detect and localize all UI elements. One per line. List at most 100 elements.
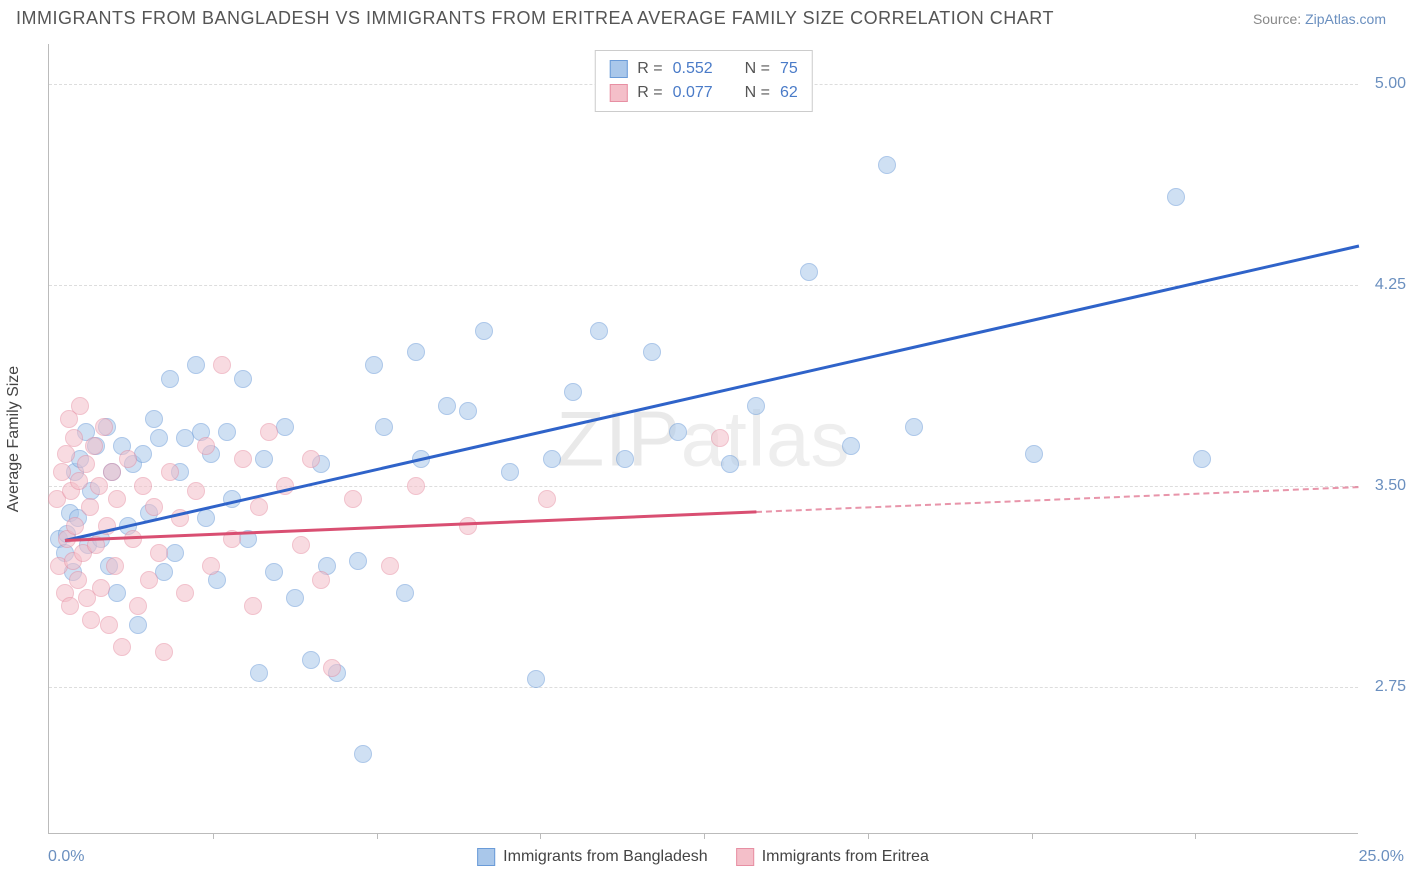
data-point-series-2 — [92, 579, 110, 597]
data-point-series-1 — [501, 463, 519, 481]
stat-R-value: 0.552 — [673, 57, 735, 81]
data-point-series-1 — [616, 450, 634, 468]
legend-item-series-2: Immigrants from Eritrea — [736, 848, 929, 866]
data-point-series-2 — [134, 477, 152, 495]
x-tick — [868, 833, 869, 839]
data-point-series-1 — [145, 410, 163, 428]
data-point-series-2 — [103, 463, 121, 481]
data-point-series-2 — [69, 571, 87, 589]
plot-area: ZIPatlas 2.753.504.255.00R =0.552N =75R … — [48, 44, 1358, 834]
data-point-series-1 — [150, 429, 168, 447]
data-point-series-2 — [65, 429, 83, 447]
source-label: Source: — [1253, 11, 1301, 27]
data-point-series-1 — [250, 664, 268, 682]
data-point-series-1 — [800, 263, 818, 281]
stats-legend-box: R = 0.552 N = 75R = 0.077 N = 62 — [594, 50, 812, 112]
data-point-series-1 — [218, 423, 236, 441]
y-axis-title: Average Family Size — [5, 366, 23, 512]
data-point-series-2 — [90, 477, 108, 495]
x-axis-min-label: 0.0% — [48, 848, 84, 866]
source-attribution: Source: ZipAtlas.com — [1253, 11, 1386, 27]
data-point-series-2 — [312, 571, 330, 589]
data-point-series-1 — [129, 616, 147, 634]
data-point-series-2 — [140, 571, 158, 589]
data-point-series-1 — [234, 370, 252, 388]
stat-R-value: 0.077 — [673, 81, 735, 105]
data-point-series-2 — [407, 477, 425, 495]
data-point-series-2 — [161, 463, 179, 481]
data-point-series-2 — [244, 597, 262, 615]
data-point-series-2 — [81, 498, 99, 516]
x-axis-max-label: 25.0% — [1359, 848, 1404, 866]
y-tick-label: 2.75 — [1364, 678, 1406, 696]
data-point-series-2 — [145, 498, 163, 516]
data-point-series-2 — [213, 356, 231, 374]
data-point-series-2 — [459, 517, 477, 535]
stat-R-label: R = — [637, 57, 662, 81]
data-point-series-2 — [197, 437, 215, 455]
legend-label-series-1: Immigrants from Bangladesh — [503, 848, 708, 866]
data-point-series-1 — [590, 322, 608, 340]
stat-N-label: N = — [745, 57, 770, 81]
y-tick-label: 3.50 — [1364, 477, 1406, 495]
data-point-series-2 — [108, 490, 126, 508]
x-tick — [377, 833, 378, 839]
data-point-series-1 — [543, 450, 561, 468]
watermark: ZIPatlas — [556, 393, 850, 484]
data-point-series-1 — [108, 584, 126, 602]
x-tick — [1195, 833, 1196, 839]
data-point-series-2 — [323, 659, 341, 677]
data-point-series-1 — [1025, 445, 1043, 463]
data-point-series-2 — [150, 544, 168, 562]
gridline — [49, 687, 1358, 688]
chart-container: Average Family Size ZIPatlas 2.753.504.2… — [48, 44, 1358, 834]
data-point-series-2 — [100, 616, 118, 634]
data-point-series-1 — [265, 563, 283, 581]
data-point-series-1 — [475, 322, 493, 340]
stat-N-value: 75 — [780, 57, 798, 81]
swatch-series-1 — [609, 60, 627, 78]
swatch-series-2 — [736, 848, 754, 866]
y-tick-label: 5.00 — [1364, 75, 1406, 93]
data-point-series-1 — [407, 343, 425, 361]
data-point-series-1 — [905, 418, 923, 436]
data-point-series-1 — [643, 343, 661, 361]
data-point-series-1 — [459, 402, 477, 420]
data-point-series-1 — [1193, 450, 1211, 468]
swatch-series-1 — [477, 848, 495, 866]
data-point-series-1 — [365, 356, 383, 374]
x-tick — [213, 833, 214, 839]
data-point-series-2 — [77, 455, 95, 473]
data-point-series-2 — [71, 397, 89, 415]
stats-row-series-2: R =0.077N =62 — [609, 81, 797, 105]
data-point-series-1 — [349, 552, 367, 570]
data-point-series-2 — [106, 557, 124, 575]
stats-row-series-1: R = 0.552 N = 75 — [609, 57, 797, 81]
data-point-series-1 — [187, 356, 205, 374]
gridline — [49, 486, 1358, 487]
y-tick-label: 4.25 — [1364, 276, 1406, 294]
data-point-series-2 — [53, 463, 71, 481]
source-link[interactable]: ZipAtlas.com — [1305, 11, 1386, 27]
data-point-series-1 — [396, 584, 414, 602]
data-point-series-2 — [292, 536, 310, 554]
data-point-series-1 — [354, 745, 372, 763]
bottom-legend: Immigrants from Bangladesh Immigrants fr… — [477, 848, 929, 866]
data-point-series-2 — [155, 643, 173, 661]
swatch-series-2 — [609, 84, 627, 102]
data-point-series-2 — [70, 472, 88, 490]
stat-N-label: N = — [745, 81, 770, 105]
data-point-series-2 — [234, 450, 252, 468]
x-tick — [704, 833, 705, 839]
legend-label-series-2: Immigrants from Eritrea — [762, 848, 929, 866]
stat-N-value: 62 — [780, 81, 798, 105]
data-point-series-2 — [711, 429, 729, 447]
data-point-series-1 — [286, 589, 304, 607]
data-point-series-1 — [878, 156, 896, 174]
data-point-series-1 — [669, 423, 687, 441]
data-point-series-1 — [155, 563, 173, 581]
data-point-series-2 — [113, 638, 131, 656]
data-point-series-2 — [85, 437, 103, 455]
data-point-series-1 — [166, 544, 184, 562]
data-point-series-1 — [438, 397, 456, 415]
